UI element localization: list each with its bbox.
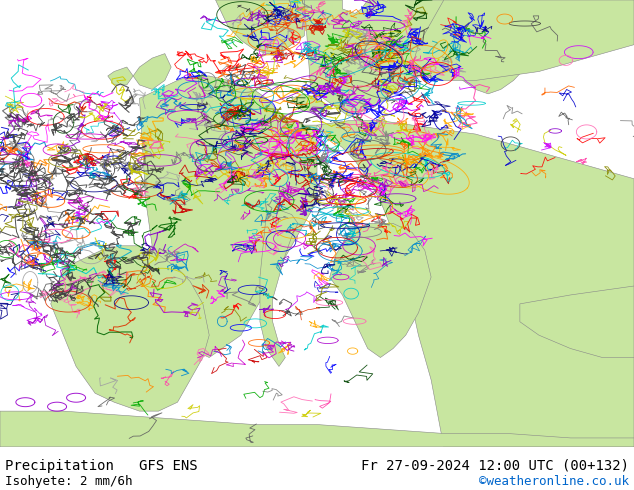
Polygon shape [520,286,634,358]
Polygon shape [108,67,133,85]
Polygon shape [260,210,298,367]
Polygon shape [0,411,634,447]
Polygon shape [133,53,171,89]
Polygon shape [139,76,317,358]
Polygon shape [292,94,330,112]
Polygon shape [51,246,209,411]
Polygon shape [317,121,634,447]
Polygon shape [304,0,539,116]
Text: Precipitation   GFS ENS: Precipitation GFS ENS [5,459,198,473]
Polygon shape [412,0,634,80]
Text: ©weatheronline.co.uk: ©weatheronline.co.uk [479,475,629,488]
Text: Isohyete: 2 mm/6h: Isohyete: 2 mm/6h [5,475,133,488]
Polygon shape [330,223,431,358]
Text: Fr 27-09-2024 12:00 UTC (00+132): Fr 27-09-2024 12:00 UTC (00+132) [361,459,629,473]
Polygon shape [216,0,304,53]
